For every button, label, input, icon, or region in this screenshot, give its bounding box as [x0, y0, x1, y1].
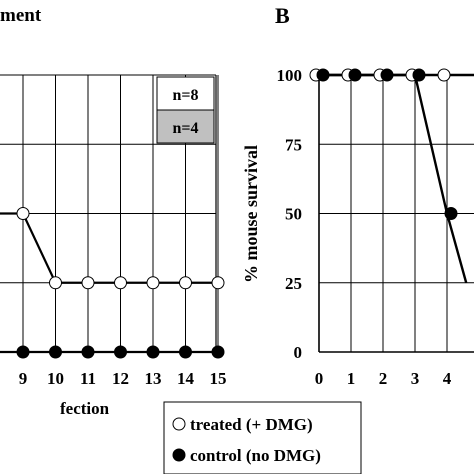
panel-b-ytick-100: 100 — [277, 66, 303, 85]
panel-a-xtick-13: 13 — [145, 369, 162, 388]
panel-b-xtick-0: 0 — [315, 369, 324, 388]
panel-a-xlabel: fection — [60, 399, 110, 418]
panel-a-point-0-12 — [114, 276, 127, 290]
panel-a-xtick-14: 14 — [177, 369, 195, 388]
panel-b-xtick-4: 4 — [443, 369, 452, 388]
panel-b-label: B — [275, 3, 290, 28]
panel-a-xtick-15: 15 — [210, 369, 227, 388]
panel-b-ytick-25: 25 — [285, 274, 302, 293]
panel-a-point-0-14 — [179, 276, 192, 290]
panel-a-xtick-12: 12 — [112, 369, 129, 388]
panel-a-point-1-11 — [81, 345, 95, 359]
n-box-control-label: n=4 — [172, 120, 198, 137]
panel-b: B 0 25 50 75 100 0 1 2 3 4 % mouse survival — [241, 3, 474, 388]
panel-b-xtick-2: 2 — [379, 369, 388, 388]
legend-label-0: treated (+ DMG) — [190, 415, 313, 434]
panel-b-ytick-50: 50 — [285, 205, 302, 224]
n-box-treated-label: n=8 — [172, 87, 198, 104]
panel-a-point-1-14 — [179, 345, 192, 359]
legend-label-1: control (no DMG) — [190, 446, 321, 465]
legend-marker-1 — [172, 448, 186, 462]
panel-b-series-line-1 — [319, 73, 468, 284]
panel-b-ylabel: % mouse survival — [241, 145, 261, 283]
panel-a-point-1-9 — [16, 345, 30, 359]
panel-a-point-0-11 — [81, 276, 95, 290]
panel-b-point-control-1 — [348, 68, 362, 82]
panel-a-point-1-10 — [49, 345, 62, 359]
panel-b-point-control-4 — [444, 207, 458, 220]
panel-a-point-1-12 — [114, 345, 127, 359]
panel-a-point-0-10 — [49, 276, 62, 290]
panel-b-ytick-75: 75 — [285, 135, 302, 154]
panel-a-title: ment — [0, 5, 42, 26]
panel-b-xtick-3: 3 — [411, 369, 420, 388]
panel-b-point-control-0 — [316, 68, 330, 82]
legend-marker-0 — [172, 417, 186, 431]
legend: treated (+ DMG) control (no DMG) — [163, 401, 362, 474]
n-box-control — [156, 109, 215, 144]
panel-a-point-0-13 — [146, 276, 160, 290]
panel-a-point-1-13 — [146, 345, 160, 359]
panel-b-point-control-3 — [412, 68, 426, 82]
panel-a-xtick-11: 11 — [80, 369, 96, 388]
legend-box — [163, 401, 362, 474]
panel-b-ytick-0: 0 — [294, 343, 303, 362]
panel-a-point-0-9 — [16, 207, 30, 220]
panel-b-xtick-1: 1 — [347, 369, 356, 388]
panel-b-point-treated-4 — [437, 68, 451, 82]
panel-a-point-0-15 — [211, 276, 225, 290]
panel-a-xtick-10: 10 — [47, 369, 64, 388]
panel-a: ment 9 10 11 12 13 14 15 fection n=8 n=4 — [0, 5, 227, 418]
panel-b-point-control-2 — [380, 68, 394, 82]
panel-a-xtick-9: 9 — [19, 369, 28, 388]
panel-a-point-1-15 — [211, 345, 225, 359]
